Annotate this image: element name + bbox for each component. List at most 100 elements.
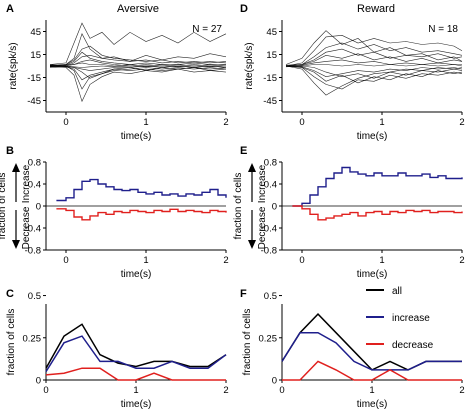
rate-trace-10 xyxy=(285,59,462,67)
y-label-decrease: Decrease xyxy=(21,206,32,249)
rate-trace-6 xyxy=(49,51,226,67)
n-count-label: N = 18 xyxy=(428,24,458,35)
y-tick-label: 0.4 xyxy=(264,180,277,191)
panel-letter-b: B xyxy=(6,145,14,157)
panel-a-axes: 0 1 2 -45 -15 15 45 time(s) rate(spk/s) xyxy=(8,20,229,142)
x-tick-label: 1 xyxy=(143,117,148,128)
x-axis-title: time(s) xyxy=(357,399,388,410)
y-tick-label: -15 xyxy=(263,73,277,84)
direction-arrows xyxy=(248,163,256,249)
series-line-decrease xyxy=(45,367,226,381)
x-tick-label: 0 xyxy=(299,255,304,266)
rate-trace-7 xyxy=(285,65,463,78)
x-tick-label: 0 xyxy=(63,255,68,266)
down-arrow-icon xyxy=(248,240,256,249)
x-axis-title: time(s) xyxy=(357,131,388,142)
rate-trace-4 xyxy=(49,65,227,90)
panel-letter-e: E xyxy=(240,145,247,157)
y-tick-label: 0.5 xyxy=(28,291,41,302)
rate-trace-3 xyxy=(49,65,227,103)
y-label-decrease: Decrease xyxy=(257,206,268,249)
panel-letter-f: F xyxy=(240,288,247,300)
y-label-increase: Increase xyxy=(21,164,32,203)
step-line-decrease xyxy=(56,208,227,221)
x-tick-label: 1 xyxy=(379,117,384,128)
y-label-fraction: fraction of cells xyxy=(233,173,244,240)
x-tick-label: 1 xyxy=(379,255,384,266)
x-tick-label: 1 xyxy=(133,385,138,396)
legend-label-increase: increase xyxy=(392,313,430,324)
rate-trace-4 xyxy=(285,65,463,96)
x-axis-title: time(s) xyxy=(121,399,152,410)
rate-trace-3 xyxy=(285,42,463,67)
step-line-increase xyxy=(292,166,463,207)
rate-trace-13 xyxy=(49,65,227,68)
step-line-decrease xyxy=(292,205,463,221)
x-axis-title: time(s) xyxy=(121,269,152,280)
y-tick-label: 15 xyxy=(30,50,41,61)
y-tick-label: 0 xyxy=(36,202,41,213)
y-tick-label: 0.8 xyxy=(264,158,277,169)
y-label-fraction: fraction of cells xyxy=(0,173,8,240)
panel-f-fraction-reward: 0 1 2 0 0.25 0.5 time(s) fraction of cells xyxy=(242,291,465,410)
y-tick-label: -0.8 xyxy=(25,246,41,257)
y-axis-title: fraction of cells xyxy=(6,309,17,376)
y-tick-label: -45 xyxy=(263,96,277,107)
x-tick-label: 1 xyxy=(143,255,148,266)
panel-b-fraction-aversive: 0 1 2 -0.8 -0.4 0 0.4 0.8 time(s) Increase Decreas… xyxy=(0,158,229,281)
y-tick-label: 0.25 xyxy=(259,333,278,344)
y-tick-label: 45 xyxy=(30,27,41,38)
y-tick-label: -45 xyxy=(27,96,41,107)
y-tick-label: 0 xyxy=(272,202,277,213)
x-tick-label: 0 xyxy=(279,385,284,396)
y-tick-label: 45 xyxy=(266,27,277,38)
y-tick-label: 0.5 xyxy=(264,291,277,302)
x-axis-title: time(s) xyxy=(121,131,152,142)
x-tick-label: 0 xyxy=(299,117,304,128)
rate-trace-8 xyxy=(285,48,463,67)
panel-a-title: Aversive xyxy=(117,3,159,15)
rate-trace-11 xyxy=(285,65,463,84)
rate-trace-1 xyxy=(285,30,463,65)
series-line-increase xyxy=(45,335,227,372)
legend-label-decrease: decrease xyxy=(392,340,434,351)
rate-trace-9 xyxy=(285,65,463,79)
x-tick-label: 0 xyxy=(63,117,68,128)
rate-trace-5 xyxy=(49,45,227,66)
n-count-label: N = 27 xyxy=(192,24,222,35)
panel-letter-c: C xyxy=(6,288,14,300)
x-tick-label: 0 xyxy=(43,385,48,396)
x-axis-title: time(s) xyxy=(357,269,388,280)
rate-trace-9 xyxy=(49,66,227,79)
x-tick-label: 2 xyxy=(223,385,228,396)
rate-trace-1 xyxy=(49,22,227,65)
x-tick-label: 2 xyxy=(223,117,228,128)
y-tick-label: 0 xyxy=(36,376,41,387)
x-tick-label: 2 xyxy=(459,385,464,396)
panel-c-axes: 0 1 2 0 0.25 0.5 time(s) fraction of cells xyxy=(6,291,229,410)
y-axis-title: fraction of cells xyxy=(242,309,253,376)
y-tick-label: 0 xyxy=(272,376,277,387)
panel-e-axes: 0 1 2 -0.8 -0.4 0 0.4 0.8 time(s) xyxy=(261,158,465,281)
up-arrow-icon xyxy=(12,163,20,172)
x-tick-label: 2 xyxy=(459,255,464,266)
series-line-decrease xyxy=(282,360,462,381)
panel-d-traces xyxy=(285,30,463,96)
panel-d-axes: 0 1 2 -45 -15 15 45 time(s) rate(spk/s) xyxy=(244,20,465,142)
x-tick-label: 1 xyxy=(369,385,374,396)
direction-arrows xyxy=(12,163,20,249)
panel-a-rate-aversive: 0 1 2 -45 -15 15 45 time(s) rate(spk/s) N = 27 xyxy=(8,20,229,142)
y-tick-label: -0.8 xyxy=(261,246,277,257)
step-line-increase xyxy=(56,178,227,202)
rate-trace-8 xyxy=(49,54,227,67)
y-label-increase: Increase xyxy=(257,164,268,203)
y-tick-label: 0.4 xyxy=(28,180,41,191)
legend-label-all: all xyxy=(392,286,402,297)
series-line-all xyxy=(45,323,227,369)
series-line-increase xyxy=(281,331,462,371)
panel-c-fraction-aversive: 0 1 2 0 0.25 0.5 time(s) fraction of cells xyxy=(6,291,229,410)
legend: all increase decrease xyxy=(366,286,434,351)
rate-trace-11 xyxy=(49,64,227,71)
y-tick-label: 15 xyxy=(266,50,277,61)
up-arrow-icon xyxy=(248,163,256,172)
